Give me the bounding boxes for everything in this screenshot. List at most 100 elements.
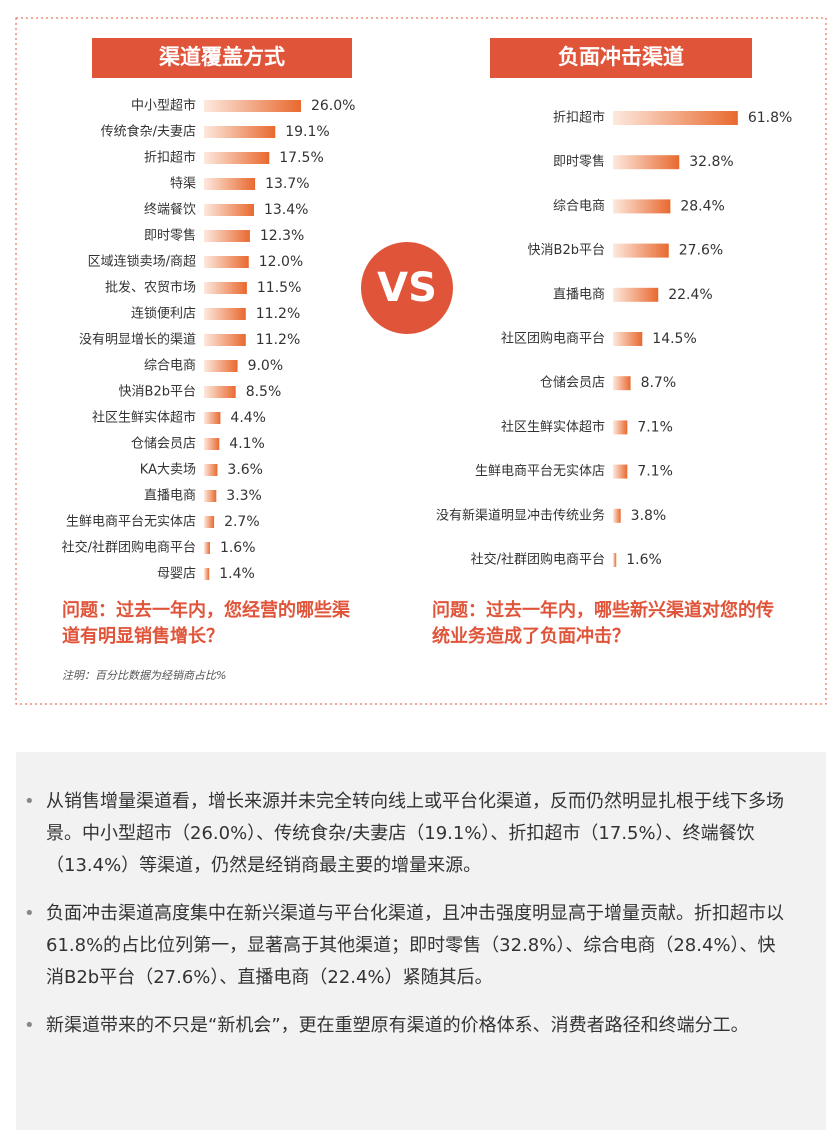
- value-label: 26.0%: [311, 98, 355, 114]
- chart-title: 渠道覆盖方式: [159, 45, 285, 69]
- value-label: 1.6%: [220, 540, 256, 556]
- header: [490, 38, 752, 78]
- category-label: KA大卖场: [140, 463, 196, 478]
- chart-title: 负面冲击渠道: [558, 45, 684, 69]
- category-label: 批发、农贸市场: [105, 280, 196, 296]
- value-label: 11.2%: [256, 306, 300, 322]
- value-label: 8.7%: [641, 375, 677, 391]
- value-label: 4.1%: [229, 436, 265, 452]
- bar: [204, 256, 249, 268]
- bullet: 从销售增量渠道看，增长来源并未完全转向线上或平台化渠道，反而仍然明显扎根于线下多…: [24, 786, 791, 882]
- value-label: 11.2%: [256, 332, 300, 348]
- value-label: 27.6%: [679, 243, 723, 259]
- vs-label: VS: [377, 265, 437, 311]
- category-label: 母婴店: [157, 567, 196, 582]
- bar: [204, 282, 247, 294]
- header: [92, 38, 352, 78]
- category-label: 仓储会员店: [131, 437, 196, 452]
- value-label: 19.1%: [285, 124, 329, 140]
- bar: [204, 152, 270, 164]
- category-label: 综合电商: [144, 359, 196, 374]
- bar: [204, 204, 254, 216]
- category-label: 特渠: [170, 177, 196, 192]
- bar: [613, 332, 643, 346]
- value-label: 13.7%: [265, 176, 309, 192]
- bar: [613, 553, 617, 567]
- value-label: 13.4%: [264, 202, 308, 218]
- value-label: 3.6%: [227, 462, 263, 478]
- footnote: 注明：百分比数据为经销商占比%: [62, 669, 227, 682]
- value-label: 3.3%: [226, 488, 262, 504]
- category-label: 没有新渠道明显冲击传统业务: [436, 507, 605, 523]
- value-label: 12.0%: [259, 254, 303, 270]
- bar: [204, 542, 210, 554]
- value-label: 7.1%: [637, 419, 673, 435]
- bar: [613, 111, 738, 125]
- value-label: 12.3%: [260, 228, 304, 244]
- category-label: 区域连锁卖场/商超: [88, 254, 196, 270]
- value-label: 2.7%: [224, 514, 260, 530]
- question: 问题：过去一年内，您经营的哪些渠道有明显销售增长？: [62, 600, 350, 647]
- bar: [613, 376, 631, 391]
- value-label: 14.5%: [652, 331, 696, 347]
- value-label: 9.0%: [248, 358, 284, 374]
- value-label: 4.4%: [230, 410, 266, 426]
- bar: [204, 438, 220, 450]
- bar: [613, 243, 669, 258]
- category-label: 折扣超市: [144, 150, 196, 166]
- bar: [204, 386, 236, 398]
- value-label: 28.4%: [680, 198, 724, 214]
- value-label: 11.5%: [257, 280, 301, 296]
- question: 问题：过去一年内，哪些新兴渠道对您的传统业务造成了负面冲击？: [432, 600, 774, 647]
- category-label: 快消B2b平台: [119, 385, 196, 400]
- category-label: 社区生鲜实体超市: [501, 419, 605, 435]
- category-label: 即时零售: [553, 154, 605, 170]
- category-label: 连锁便利店: [131, 306, 196, 322]
- bar: [204, 308, 246, 320]
- category-label: 生鲜电商平台无实体店: [66, 515, 196, 530]
- bar: [613, 287, 659, 302]
- category-label: 直播电商: [553, 287, 605, 302]
- bar: [204, 178, 256, 190]
- bar: [204, 568, 210, 580]
- bullet: 新渠道带来的不只是“新机会”，更在重塑原有渠道的价格体系、消费者路径和终端分工。: [24, 1010, 791, 1042]
- category-label: 折扣超市: [553, 110, 605, 126]
- value-label: 3.8%: [631, 508, 667, 524]
- bar: [204, 334, 246, 346]
- category-label: 生鲜电商平台无实体店: [475, 464, 605, 479]
- value-label: 7.1%: [637, 464, 673, 480]
- value-label: 22.4%: [668, 287, 712, 303]
- value-label: 61.8%: [748, 110, 792, 126]
- category-label: 仓储会员店: [540, 376, 605, 391]
- bar: [204, 126, 276, 138]
- vs-badge: [361, 242, 453, 334]
- category-label: 没有明显增长的渠道: [79, 332, 196, 348]
- category-label: 社交/社群团购电商平台: [471, 552, 605, 568]
- bar: [204, 464, 218, 476]
- bar: [204, 516, 215, 528]
- category-label: 社区生鲜实体超市: [92, 410, 196, 426]
- bar: [204, 360, 238, 372]
- value-label: 32.8%: [689, 154, 733, 170]
- bar: [613, 155, 680, 170]
- bar: [613, 199, 671, 214]
- category-label: 中小型超市: [131, 98, 196, 114]
- bar: [613, 420, 628, 435]
- bar: [204, 100, 301, 112]
- frame: [15, 17, 827, 705]
- value-label: 8.5%: [246, 384, 282, 400]
- category-label: 直播电商: [144, 489, 196, 504]
- value-label: 1.4%: [219, 566, 255, 582]
- category-label: 终端餐饮: [144, 202, 196, 218]
- category-label: 传统食杂/夫妻店: [101, 124, 196, 140]
- bar: [613, 464, 628, 479]
- category-label: 综合电商: [553, 199, 605, 214]
- category-label: 快消B2b平台: [528, 243, 605, 258]
- bar: [204, 490, 217, 502]
- category-label: 社区团购电商平台: [501, 331, 605, 347]
- bullet: 负面冲击渠道高度集中在新兴渠道与平台化渠道，且冲击强度明显高于增量贡献。折扣超市…: [24, 898, 791, 994]
- bar: [613, 508, 621, 523]
- value-label: 17.5%: [279, 150, 323, 166]
